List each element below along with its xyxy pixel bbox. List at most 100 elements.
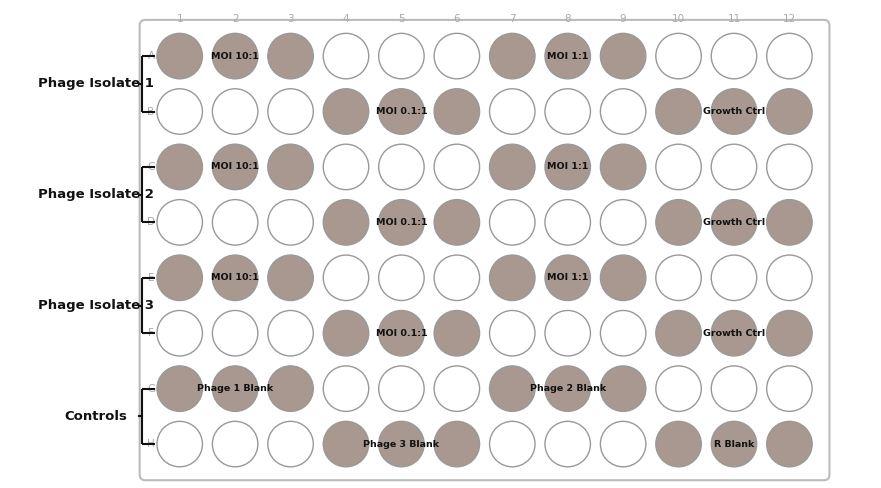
Text: Phage 2 Blank: Phage 2 Blank	[529, 384, 606, 393]
Circle shape	[157, 366, 203, 411]
Circle shape	[490, 89, 535, 134]
Circle shape	[600, 366, 646, 411]
Circle shape	[545, 200, 590, 245]
Circle shape	[766, 421, 812, 467]
Circle shape	[323, 366, 369, 411]
Circle shape	[379, 421, 424, 467]
Circle shape	[268, 421, 314, 467]
Circle shape	[490, 144, 535, 190]
Circle shape	[490, 33, 535, 79]
Circle shape	[434, 310, 479, 356]
Circle shape	[379, 255, 424, 301]
Text: MOI 1:1: MOI 1:1	[547, 52, 589, 61]
Circle shape	[490, 310, 535, 356]
Circle shape	[600, 255, 646, 301]
Circle shape	[268, 144, 314, 190]
Circle shape	[711, 366, 757, 411]
Text: Phage Isolate 3: Phage Isolate 3	[38, 299, 154, 312]
Circle shape	[711, 89, 757, 134]
Text: Controls: Controls	[65, 410, 128, 423]
Circle shape	[711, 255, 757, 301]
Circle shape	[157, 89, 203, 134]
Text: MOI 0.1:1: MOI 0.1:1	[375, 329, 427, 338]
Text: 7: 7	[509, 14, 515, 24]
Circle shape	[268, 366, 314, 411]
Text: MOI 1:1: MOI 1:1	[547, 273, 589, 282]
Text: 9: 9	[620, 14, 626, 24]
Circle shape	[212, 33, 258, 79]
Text: 10: 10	[672, 14, 685, 24]
Circle shape	[212, 144, 258, 190]
Text: MOI 10:1: MOI 10:1	[211, 52, 259, 61]
Circle shape	[268, 89, 314, 134]
Text: Growth Ctrl: Growth Ctrl	[703, 107, 765, 116]
Text: G: G	[147, 384, 155, 394]
Circle shape	[545, 366, 590, 411]
Text: MOI 0.1:1: MOI 0.1:1	[375, 107, 427, 116]
Circle shape	[212, 421, 258, 467]
Circle shape	[655, 255, 701, 301]
Circle shape	[655, 200, 701, 245]
Circle shape	[212, 310, 258, 356]
Text: 5: 5	[398, 14, 404, 24]
Circle shape	[323, 255, 369, 301]
Text: 8: 8	[565, 14, 571, 24]
Circle shape	[323, 144, 369, 190]
Circle shape	[766, 200, 812, 245]
Text: C: C	[147, 162, 155, 172]
Circle shape	[434, 89, 479, 134]
Circle shape	[600, 200, 646, 245]
Circle shape	[600, 89, 646, 134]
Text: E: E	[148, 273, 154, 283]
Circle shape	[655, 144, 701, 190]
Circle shape	[157, 310, 203, 356]
Text: MOI 1:1: MOI 1:1	[547, 163, 589, 171]
Circle shape	[323, 421, 369, 467]
Circle shape	[379, 89, 424, 134]
Circle shape	[157, 255, 203, 301]
Circle shape	[323, 33, 369, 79]
Circle shape	[490, 366, 535, 411]
Text: Phage 3 Blank: Phage 3 Blank	[363, 440, 440, 448]
Circle shape	[323, 310, 369, 356]
Text: Phage Isolate 1: Phage Isolate 1	[39, 77, 154, 90]
Circle shape	[766, 33, 812, 79]
Circle shape	[655, 89, 701, 134]
Circle shape	[434, 255, 479, 301]
Circle shape	[711, 421, 757, 467]
Circle shape	[379, 144, 424, 190]
Circle shape	[655, 366, 701, 411]
Circle shape	[766, 144, 812, 190]
Circle shape	[157, 421, 203, 467]
Circle shape	[157, 144, 203, 190]
Circle shape	[268, 33, 314, 79]
Text: 6: 6	[454, 14, 460, 24]
Circle shape	[600, 33, 646, 79]
Text: MOI 10:1: MOI 10:1	[211, 273, 259, 282]
Text: R Blank: R Blank	[714, 440, 754, 448]
Circle shape	[490, 200, 535, 245]
Text: F: F	[148, 328, 154, 338]
Circle shape	[545, 421, 590, 467]
Text: Phage Isolate 2: Phage Isolate 2	[39, 188, 154, 201]
Circle shape	[545, 255, 590, 301]
Circle shape	[600, 421, 646, 467]
Text: 12: 12	[783, 14, 796, 24]
Circle shape	[212, 200, 258, 245]
Circle shape	[766, 310, 812, 356]
Circle shape	[434, 421, 479, 467]
Circle shape	[766, 89, 812, 134]
Circle shape	[766, 255, 812, 301]
Text: 1: 1	[176, 14, 183, 24]
Circle shape	[655, 310, 701, 356]
Circle shape	[711, 144, 757, 190]
Circle shape	[711, 310, 757, 356]
Circle shape	[379, 200, 424, 245]
Circle shape	[379, 366, 424, 411]
Circle shape	[545, 144, 590, 190]
Circle shape	[157, 33, 203, 79]
Text: Phage 1 Blank: Phage 1 Blank	[197, 384, 273, 393]
Text: 3: 3	[287, 14, 294, 24]
Text: 2: 2	[232, 14, 239, 24]
Circle shape	[434, 366, 479, 411]
